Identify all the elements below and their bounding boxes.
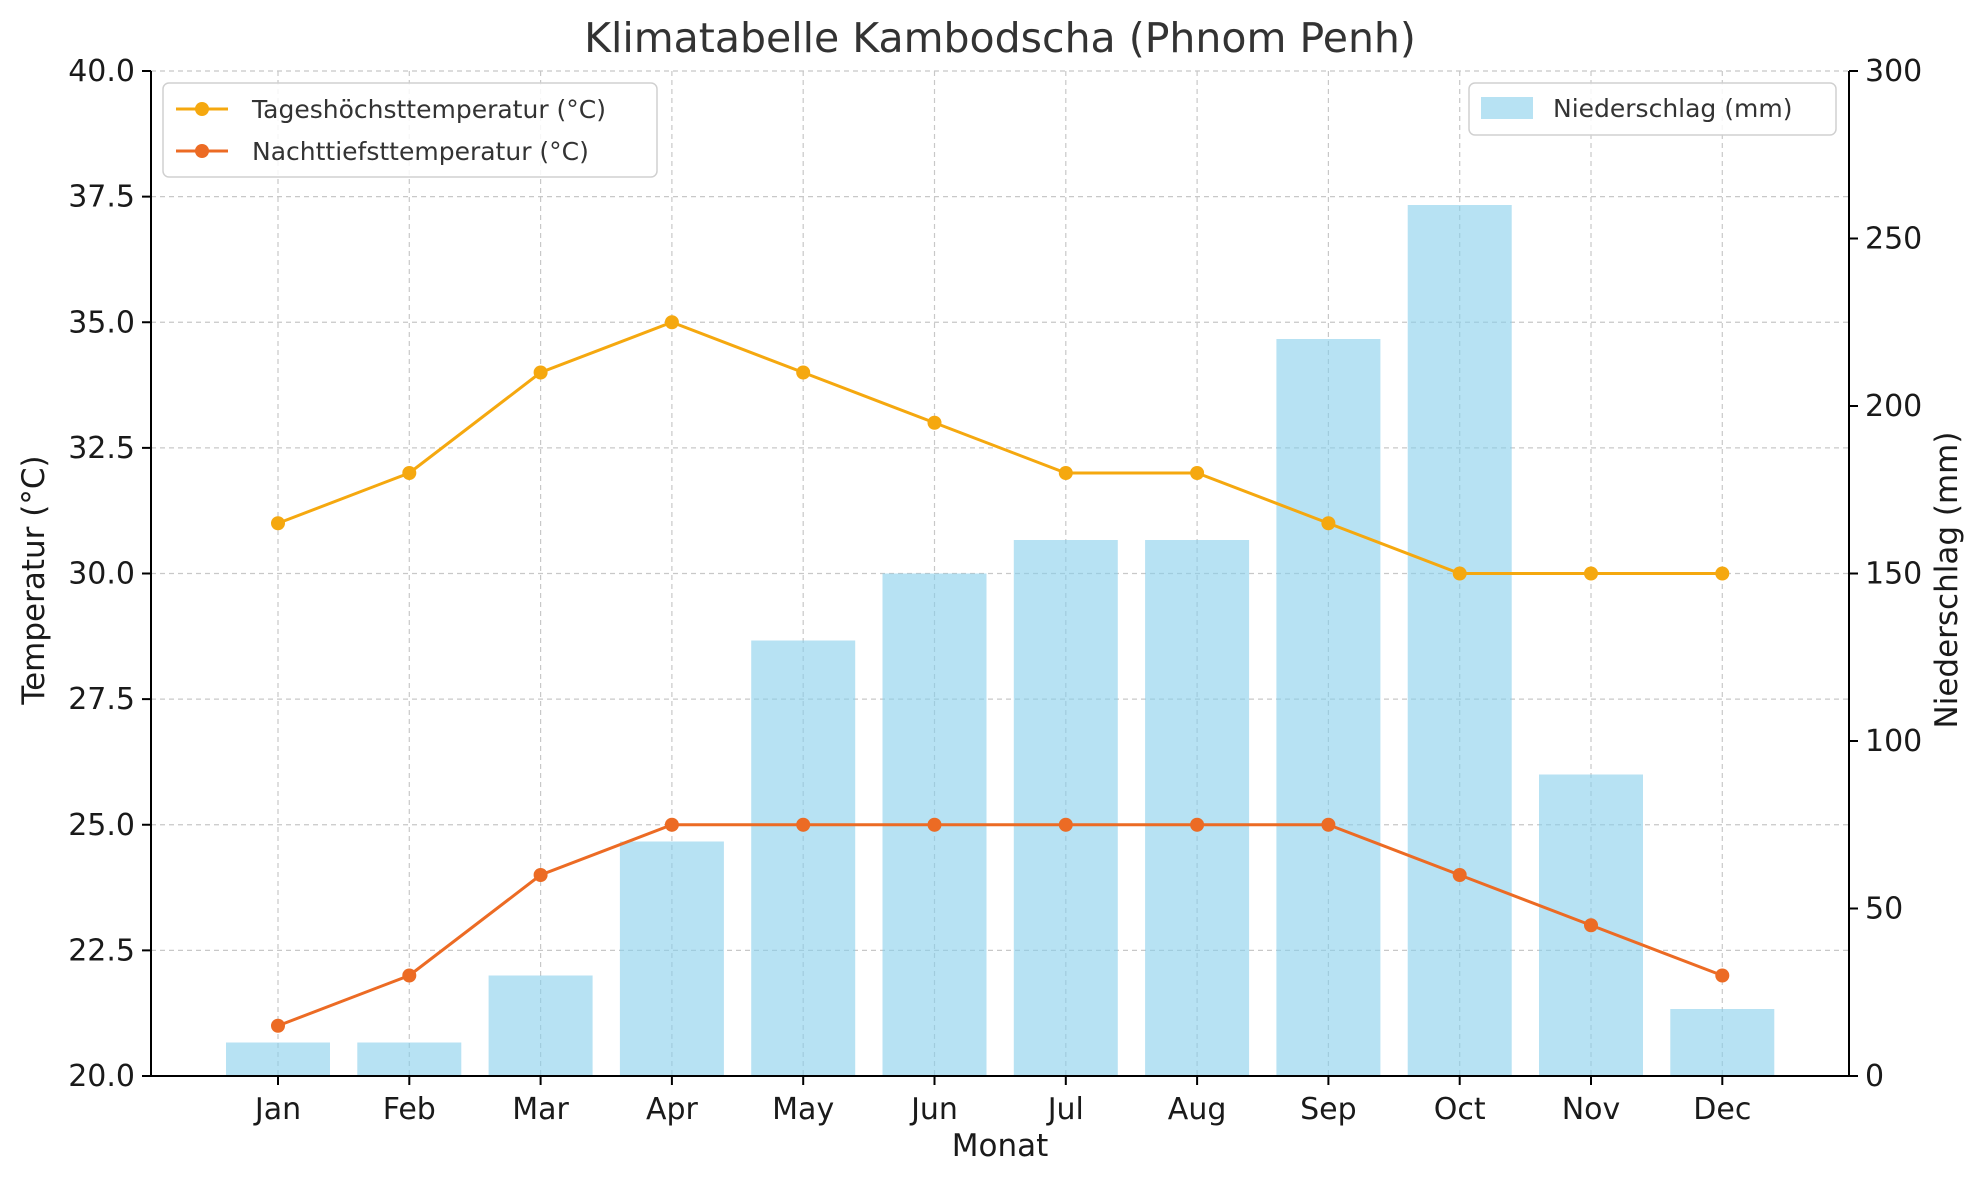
legend-marker — [195, 144, 209, 158]
y-tick-label-right: 150 — [1865, 557, 1922, 592]
y-tick-label-left: 32.5 — [68, 431, 135, 466]
y-axis-title-right: Niederschlag (mm) — [1929, 432, 1965, 729]
y-tick-label-right: 250 — [1865, 222, 1922, 257]
x-tick-label: Nov — [1562, 1092, 1621, 1127]
y-tick-label-right: 50 — [1865, 892, 1903, 927]
y-tick-label-left: 27.5 — [68, 682, 135, 717]
temperature-line — [277, 320, 1723, 575]
temperature-point — [271, 1018, 285, 1033]
temperature-point — [1452, 868, 1467, 882]
temperature-point — [1058, 466, 1073, 480]
y-tick-label-right: 200 — [1865, 389, 1922, 424]
legend-marker — [195, 102, 209, 116]
x-tick-label: Mar — [512, 1092, 569, 1127]
legends: Tageshöchsttemperatur (°C) Nachttiefsttem… — [162, 82, 1837, 178]
temperature-point — [664, 817, 679, 832]
temperature-point — [1058, 817, 1073, 832]
temperature-point — [1190, 817, 1205, 832]
temperature-point — [1321, 516, 1336, 531]
y-tick-label-left: 37.5 — [68, 180, 135, 215]
y-tick-label-right: 100 — [1865, 724, 1922, 759]
y-tick-label-left: 22.5 — [68, 933, 135, 968]
temperature-point — [1715, 968, 1730, 983]
x-tick-label: Apr — [646, 1092, 699, 1127]
y-tick-label-left: 35.0 — [68, 305, 135, 340]
temperature-line — [277, 823, 1723, 1028]
x-tick-label: Jun — [909, 1092, 958, 1127]
temperature-point — [533, 868, 548, 882]
temperature-point — [533, 365, 548, 380]
precipitation-bar — [226, 1042, 330, 1076]
precipitation-bar — [619, 841, 724, 1076]
temperature-point — [402, 466, 417, 480]
precipitation-bar — [1013, 540, 1118, 1076]
chart-title: Klimatabelle Kambodscha (Phnom Penh) — [584, 14, 1416, 62]
y-tick-label-left: 20.0 — [68, 1059, 135, 1094]
y-tick-label-left: 25.0 — [68, 808, 135, 843]
y-axis-title-left: Temperatur (°C) — [16, 455, 52, 705]
x-axis-title: Monat — [952, 1128, 1049, 1164]
precipitation-bar — [1145, 540, 1250, 1076]
temperature-point — [1452, 566, 1467, 581]
x-tick-label: Sep — [1300, 1092, 1357, 1127]
temperature-point — [402, 968, 417, 983]
precipitation-bars — [226, 205, 1775, 1076]
temperature-point — [927, 415, 942, 430]
precipitation-bar — [1276, 339, 1381, 1076]
precipitation-bar — [1670, 1009, 1775, 1076]
x-tick-label: Aug — [1168, 1092, 1227, 1127]
legend-label: Tageshöchsttemperatur (°C) — [251, 95, 606, 124]
precipitation-bar — [357, 1042, 462, 1076]
x-tick-label: Jan — [253, 1092, 301, 1127]
precipitation-bar — [488, 975, 593, 1076]
temperature-point — [927, 817, 942, 832]
temperature-point — [1321, 817, 1336, 832]
legend-right-box — [1468, 82, 1837, 136]
precipitation-bar — [751, 640, 856, 1076]
axes: 20.0 22.5 25.0 27.5 30.0 32.5 35.0 37.5 40.0 0 50 1… — [68, 54, 1922, 1127]
legend-label: Niederschlag (mm) — [1553, 94, 1792, 123]
precipitation-bar — [1407, 205, 1512, 1076]
legend-left-box — [162, 82, 658, 178]
temperature-point — [271, 516, 285, 531]
temperature-point — [796, 365, 811, 380]
y-tick-label-right: 0 — [1865, 1059, 1884, 1094]
x-tick-label: Oct — [1434, 1092, 1486, 1127]
temperature-point — [664, 315, 679, 330]
y-tick-label-left: 40.0 — [68, 54, 135, 89]
legend-label: Nachttiefsttemperatur (°C) — [252, 137, 589, 166]
y-tick-label-right: 300 — [1865, 54, 1922, 89]
y-tick-label-left: 30.0 — [68, 557, 135, 592]
temperature-point — [796, 817, 811, 832]
temperature-point — [1715, 566, 1730, 581]
x-tick-label: Jul — [1046, 1092, 1084, 1127]
temperature-point — [1584, 566, 1598, 581]
temperature-point — [1190, 466, 1205, 480]
x-tick-label: Feb — [383, 1092, 436, 1127]
temperature-point — [1584, 918, 1598, 933]
temperature-lines — [271, 315, 1730, 1033]
x-tick-label: May — [772, 1092, 834, 1127]
x-tick-label: Dec — [1693, 1092, 1751, 1127]
legend-bar-swatch — [1481, 97, 1533, 119]
